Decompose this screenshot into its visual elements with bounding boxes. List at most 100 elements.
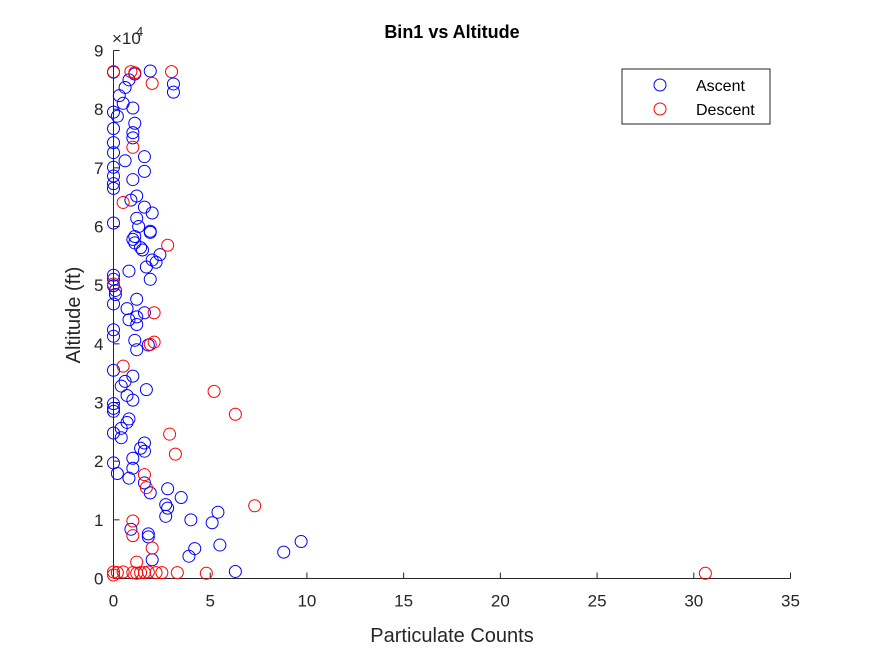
data-point-ascent (159, 509, 173, 523)
data-point-descent (107, 277, 120, 291)
data-point-ascent (107, 401, 120, 415)
data-point-ascent (141, 530, 155, 544)
data-point-ascent (107, 181, 120, 195)
data-point-descent (147, 335, 161, 349)
data-point-ascent (130, 317, 144, 331)
data-point-descent (110, 566, 124, 580)
data-point-descent (126, 514, 140, 528)
data-point-ascent (126, 173, 140, 187)
data-point-ascent (124, 522, 138, 536)
y-tick-label: 3 (94, 394, 103, 413)
data-point-ascent (130, 211, 144, 225)
data-point-ascent (126, 101, 140, 115)
data-point-ascent (134, 241, 148, 255)
data-point-descent (137, 566, 151, 580)
data-point-ascent (114, 431, 128, 445)
data-point-ascent (116, 96, 130, 110)
data-point-descent (698, 566, 712, 580)
data-point-ascent (137, 306, 151, 320)
data-point-descent (107, 565, 120, 579)
data-point-ascent (143, 486, 157, 500)
data-point-descent (228, 407, 242, 421)
data-point-ascent (130, 310, 144, 324)
data-point-ascent (110, 466, 124, 480)
plot-area (113, 50, 791, 579)
data-point-descent (161, 238, 175, 252)
data-point-ascent (118, 374, 132, 388)
data-point-ascent (141, 527, 155, 541)
data-point-descent (143, 337, 157, 351)
data-point-descent (126, 140, 140, 154)
data-point-ascent (126, 451, 140, 465)
data-point-ascent (107, 216, 120, 230)
data-point-ascent (130, 292, 144, 306)
data-point-descent (139, 481, 153, 495)
legend-label-ascent: Ascent (696, 78, 745, 95)
data-point-ascent (107, 272, 120, 286)
data-point-ascent (126, 126, 140, 140)
data-point-ascent (137, 164, 151, 178)
data-point-descent (163, 427, 177, 441)
data-point-descent (170, 566, 184, 580)
data-point-ascent (184, 513, 198, 527)
y-tick-label: 2 (94, 452, 103, 471)
data-point-ascent (122, 412, 136, 426)
data-point-ascent (145, 206, 159, 220)
x-tick-label: 10 (297, 592, 316, 611)
x-tick-label: 20 (491, 592, 510, 611)
data-point-ascent (107, 160, 120, 174)
data-point-ascent (149, 255, 163, 269)
data-point-ascent (211, 505, 225, 519)
data-point-ascent (128, 333, 142, 347)
data-point-ascent (107, 105, 120, 119)
data-point-descent (107, 568, 120, 582)
data-point-ascent (122, 264, 136, 278)
data-point-ascent (107, 323, 120, 337)
legend-marker-descent (653, 102, 667, 116)
data-point-ascent (182, 549, 196, 563)
data-point-ascent (137, 444, 151, 458)
data-point-ascent (107, 397, 120, 411)
data-point-ascent (107, 329, 120, 343)
data-point-descent (130, 566, 144, 580)
data-point-ascent (143, 64, 157, 78)
data-point-descent (199, 566, 213, 580)
y-axis-exponent-base: ×10 (112, 29, 141, 48)
data-point-ascent (122, 471, 136, 485)
data-point-ascent (174, 491, 188, 505)
x-tick-label: 5 (205, 592, 214, 611)
data-point-ascent (161, 482, 175, 496)
legend-box (621, 68, 771, 125)
y-tick-label: 7 (94, 159, 103, 178)
data-point-ascent (161, 501, 175, 515)
y-tick-label: 4 (94, 335, 103, 354)
data-point-ascent (205, 516, 219, 530)
data-point-ascent (136, 243, 150, 257)
data-point-ascent (143, 225, 157, 239)
x-axis-ticks: 0 5 10 15 20 25 30 35 (109, 572, 800, 611)
chart-title: Bin1 vs Altitude (384, 22, 519, 42)
data-point-ascent (143, 224, 157, 238)
data-point-descent (107, 65, 120, 79)
data-point-descent (128, 66, 142, 80)
data-point-ascent (277, 545, 291, 559)
data-point-ascent (107, 122, 120, 136)
data-point-descent (168, 447, 182, 461)
y-tick-label: 1 (94, 511, 103, 530)
x-tick-label: 30 (684, 592, 703, 611)
data-point-ascent (118, 154, 132, 168)
data-point-descent (116, 565, 130, 579)
data-point-ascent (139, 383, 153, 397)
data-point-ascent (213, 538, 227, 552)
data-point-ascent (139, 260, 153, 274)
y-tick-label: 6 (94, 218, 103, 237)
data-point-ascent (120, 302, 134, 316)
data-point-descent (147, 306, 161, 320)
legend: Ascent Descent (621, 68, 771, 125)
data-point-ascent (114, 421, 128, 435)
data-point-ascent (126, 232, 140, 246)
data-point-ascent (134, 441, 148, 455)
legend-marker-ascent (653, 78, 667, 92)
data-point-ascent (107, 177, 120, 191)
data-point-ascent (143, 272, 157, 286)
